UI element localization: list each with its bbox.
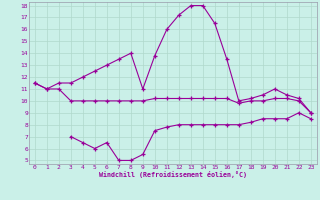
X-axis label: Windchill (Refroidissement éolien,°C): Windchill (Refroidissement éolien,°C) [99,171,247,178]
